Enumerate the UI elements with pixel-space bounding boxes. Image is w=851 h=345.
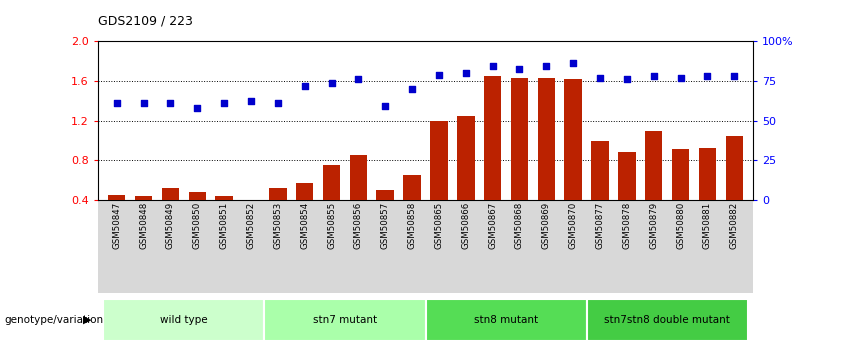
Point <box>271 100 284 106</box>
Bar <box>618 152 636 240</box>
Point <box>540 63 553 69</box>
Point <box>325 80 339 86</box>
Point <box>379 103 392 109</box>
Point <box>432 72 446 78</box>
Bar <box>243 202 260 240</box>
Point <box>351 76 365 82</box>
Point <box>110 100 123 106</box>
Text: ▶: ▶ <box>83 315 92 325</box>
Bar <box>645 131 662 240</box>
Bar <box>296 183 313 240</box>
Bar <box>538 78 555 240</box>
Text: GDS2109 / 223: GDS2109 / 223 <box>98 14 192 28</box>
Bar <box>431 121 448 240</box>
Point <box>137 100 151 106</box>
Point <box>728 73 741 79</box>
Bar <box>511 78 528 240</box>
Point <box>405 86 419 92</box>
Point <box>217 100 231 106</box>
Bar <box>726 136 743 240</box>
Text: stn8 mutant: stn8 mutant <box>474 315 538 325</box>
Text: genotype/variation: genotype/variation <box>4 315 103 325</box>
Bar <box>699 148 717 240</box>
Point <box>700 73 714 79</box>
Text: wild type: wild type <box>160 315 208 325</box>
Bar <box>484 76 501 240</box>
Point <box>163 100 177 106</box>
Bar <box>672 148 689 240</box>
Bar <box>591 141 608 240</box>
FancyBboxPatch shape <box>265 299 426 341</box>
Bar <box>457 116 475 240</box>
Bar <box>376 190 394 240</box>
Bar <box>564 79 582 240</box>
Bar <box>162 188 179 240</box>
FancyBboxPatch shape <box>586 299 748 341</box>
Bar <box>350 156 367 240</box>
Point <box>593 75 607 81</box>
Bar <box>269 188 287 240</box>
Point <box>459 70 472 76</box>
Point <box>567 60 580 66</box>
Point <box>674 75 688 81</box>
Bar <box>189 192 206 240</box>
Text: stn7stn8 double mutant: stn7stn8 double mutant <box>604 315 730 325</box>
Point <box>620 76 634 82</box>
Text: stn7 mutant: stn7 mutant <box>313 315 377 325</box>
Bar <box>323 165 340 240</box>
FancyBboxPatch shape <box>103 299 265 341</box>
Point <box>486 63 500 69</box>
Bar <box>134 196 152 240</box>
Point <box>244 98 258 104</box>
Point <box>512 66 526 72</box>
Bar <box>108 195 125 240</box>
Bar <box>403 175 420 240</box>
FancyBboxPatch shape <box>426 299 586 341</box>
Bar <box>215 196 233 240</box>
Point <box>298 83 311 89</box>
Point <box>647 73 660 79</box>
Point <box>191 105 204 111</box>
